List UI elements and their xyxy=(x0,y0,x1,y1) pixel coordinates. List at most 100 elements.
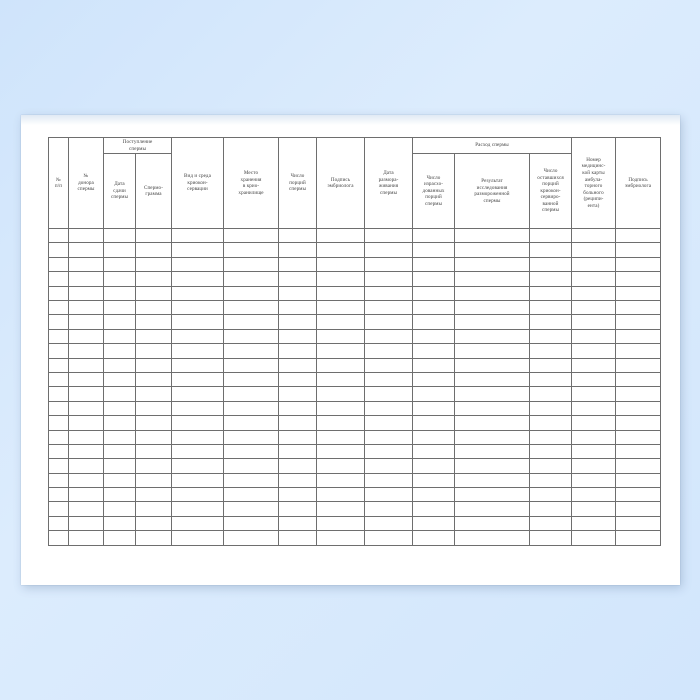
table-cell-date_handover[interactable] xyxy=(103,400,136,417)
table-cell-thaw_date[interactable] xyxy=(364,299,414,316)
table-cell-spermogram[interactable] xyxy=(134,443,173,460)
table-cell-used_portions[interactable] xyxy=(412,501,456,517)
table-cell-sign_embryo_1[interactable] xyxy=(316,487,366,503)
table-cell-left_portions[interactable] xyxy=(529,429,573,445)
table-cell-sign_embryo_2[interactable] xyxy=(615,285,662,301)
table-cell-used_portions[interactable] xyxy=(412,228,456,244)
table-cell-donor_num[interactable] xyxy=(68,371,104,388)
table-row[interactable] xyxy=(48,443,662,460)
table-cell-spermogram[interactable] xyxy=(134,242,173,258)
table-cell-sign_embryo_1[interactable] xyxy=(316,530,366,546)
table-cell-thaw_date[interactable] xyxy=(364,328,414,345)
table-cell-storage_place[interactable] xyxy=(223,501,280,517)
table-cell-storage_place[interactable] xyxy=(223,357,280,373)
table-cell-date_handover[interactable] xyxy=(103,242,136,258)
table-cell-left_portions[interactable] xyxy=(529,371,573,388)
table-cell-left_portions[interactable] xyxy=(529,472,573,489)
table-cell-storage_place[interactable] xyxy=(223,328,280,345)
table-cell-num[interactable] xyxy=(48,343,69,359)
table-row[interactable] xyxy=(48,357,662,373)
table-cell-left_portions[interactable] xyxy=(529,386,573,402)
table-cell-sign_embryo_1[interactable] xyxy=(316,458,366,474)
table-row[interactable] xyxy=(48,415,662,431)
table-cell-cryo_type[interactable] xyxy=(171,343,225,359)
table-cell-num[interactable] xyxy=(48,228,69,244)
table-cell-sign_embryo_2[interactable] xyxy=(615,487,662,503)
table-cell-thaw_date[interactable] xyxy=(364,314,414,330)
table-cell-portions_count[interactable] xyxy=(278,328,318,345)
table-cell-used_portions[interactable] xyxy=(412,487,456,503)
table-cell-storage_place[interactable] xyxy=(223,443,280,460)
table-cell-thaw_date[interactable] xyxy=(364,415,414,431)
table-cell-storage_place[interactable] xyxy=(223,314,280,330)
table-row[interactable] xyxy=(48,501,662,517)
table-cell-storage_place[interactable] xyxy=(223,515,280,532)
table-row[interactable] xyxy=(48,299,662,316)
table-cell-card_number[interactable] xyxy=(571,343,617,359)
table-row[interactable] xyxy=(48,515,662,532)
table-cell-num[interactable] xyxy=(48,487,69,503)
table-cell-sign_embryo_1[interactable] xyxy=(316,429,366,445)
table-cell-portions_count[interactable] xyxy=(278,271,318,287)
table-cell-left_portions[interactable] xyxy=(529,242,573,258)
table-cell-cryo_type[interactable] xyxy=(171,271,225,287)
table-row[interactable] xyxy=(48,285,662,301)
table-cell-thaw_date[interactable] xyxy=(364,429,414,445)
table-cell-donor_num[interactable] xyxy=(68,386,104,402)
table-cell-thaw_result[interactable] xyxy=(454,271,531,287)
table-cell-used_portions[interactable] xyxy=(412,314,456,330)
table-row[interactable] xyxy=(48,256,662,273)
table-cell-cryo_type[interactable] xyxy=(171,487,225,503)
table-cell-sign_embryo_2[interactable] xyxy=(615,400,662,417)
table-cell-cryo_type[interactable] xyxy=(171,357,225,373)
table-cell-thaw_result[interactable] xyxy=(454,299,531,316)
table-cell-sign_embryo_2[interactable] xyxy=(615,314,662,330)
table-cell-cryo_type[interactable] xyxy=(171,530,225,546)
table-cell-cryo_type[interactable] xyxy=(171,443,225,460)
table-cell-used_portions[interactable] xyxy=(412,415,456,431)
table-cell-used_portions[interactable] xyxy=(412,429,456,445)
table-cell-spermogram[interactable] xyxy=(134,328,173,345)
table-cell-thaw_date[interactable] xyxy=(364,371,414,388)
table-cell-num[interactable] xyxy=(48,400,69,417)
table-cell-left_portions[interactable] xyxy=(529,400,573,417)
table-cell-spermogram[interactable] xyxy=(134,285,173,301)
table-cell-spermogram[interactable] xyxy=(134,400,173,417)
table-cell-thaw_result[interactable] xyxy=(454,487,531,503)
table-cell-num[interactable] xyxy=(48,501,69,517)
table-cell-portions_count[interactable] xyxy=(278,415,318,431)
table-cell-sign_embryo_1[interactable] xyxy=(316,472,366,489)
table-cell-portions_count[interactable] xyxy=(278,228,318,244)
table-cell-thaw_date[interactable] xyxy=(364,256,414,273)
table-cell-sign_embryo_1[interactable] xyxy=(316,242,366,258)
table-row[interactable] xyxy=(48,472,662,489)
table-cell-date_handover[interactable] xyxy=(103,371,136,388)
table-cell-cryo_type[interactable] xyxy=(171,472,225,489)
table-cell-num[interactable] xyxy=(48,429,69,445)
table-cell-sign_embryo_1[interactable] xyxy=(316,400,366,417)
table-cell-portions_count[interactable] xyxy=(278,371,318,388)
table-cell-sign_embryo_2[interactable] xyxy=(615,472,662,489)
table-cell-used_portions[interactable] xyxy=(412,371,456,388)
table-cell-sign_embryo_2[interactable] xyxy=(615,228,662,244)
table-row[interactable] xyxy=(48,429,662,445)
table-cell-date_handover[interactable] xyxy=(103,328,136,345)
table-cell-spermogram[interactable] xyxy=(134,343,173,359)
table-cell-spermogram[interactable] xyxy=(134,314,173,330)
table-cell-thaw_result[interactable] xyxy=(454,458,531,474)
table-cell-donor_num[interactable] xyxy=(68,515,104,532)
table-cell-thaw_date[interactable] xyxy=(364,242,414,258)
table-cell-storage_place[interactable] xyxy=(223,472,280,489)
table-cell-card_number[interactable] xyxy=(571,443,617,460)
table-cell-spermogram[interactable] xyxy=(134,415,173,431)
table-cell-num[interactable] xyxy=(48,371,69,388)
table-cell-card_number[interactable] xyxy=(571,487,617,503)
table-cell-portions_count[interactable] xyxy=(278,530,318,546)
table-cell-num[interactable] xyxy=(48,515,69,532)
table-cell-thaw_date[interactable] xyxy=(364,487,414,503)
table-cell-num[interactable] xyxy=(48,314,69,330)
table-cell-card_number[interactable] xyxy=(571,228,617,244)
table-cell-card_number[interactable] xyxy=(571,386,617,402)
table-cell-used_portions[interactable] xyxy=(412,285,456,301)
table-cell-donor_num[interactable] xyxy=(68,271,104,287)
